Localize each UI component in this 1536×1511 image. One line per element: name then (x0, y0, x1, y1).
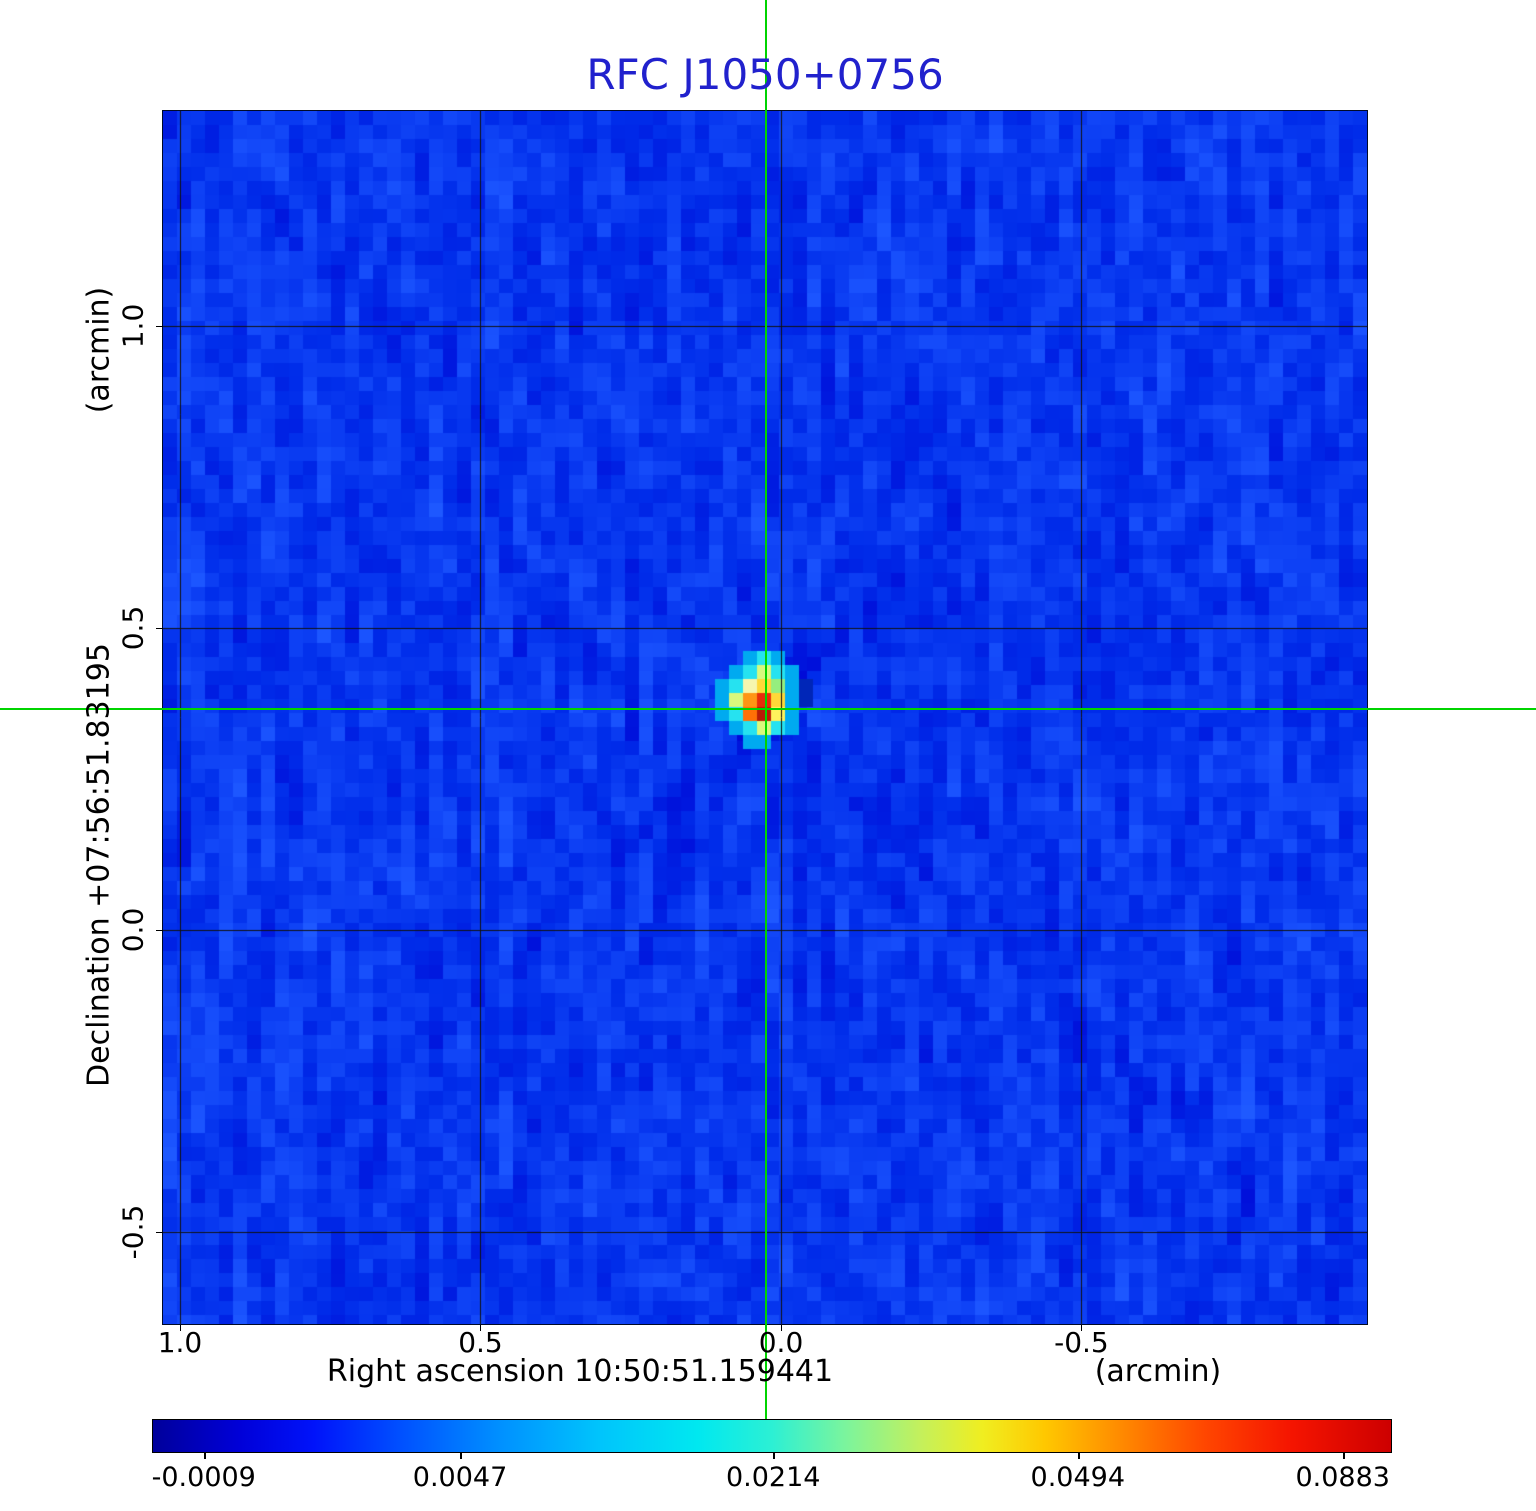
y-tick-label: -0.5 (116, 1204, 150, 1260)
plot-title: RFC J1050+0756 (586, 50, 944, 99)
colorbar-tick-mark (1343, 1453, 1345, 1459)
y-tick-mark (156, 930, 163, 931)
colorbar-tick-mark (773, 1453, 775, 1459)
x-tick-mark (180, 1325, 181, 1331)
x-tick-mark (480, 1325, 481, 1331)
x-tick-mark (781, 1325, 782, 1331)
colorbar-tick-label: 0.0494 (1030, 1462, 1126, 1493)
y-tick-label: 1.0 (116, 303, 150, 349)
colorbar-tick-label: -0.0009 (151, 1462, 256, 1493)
y-tick-mark (156, 628, 163, 629)
colorbar-tick-label: 0.0883 (1295, 1462, 1390, 1493)
y-tick-mark (156, 1232, 163, 1233)
colorbar-tick-label: 0.0214 (725, 1462, 821, 1493)
y-axis-label: Declination +07:56:51.83195 (81, 643, 117, 1087)
x-axis-label: Right ascension 10:50:51.159441 (326, 1354, 834, 1389)
x-tick-label: -0.5 (1054, 1326, 1109, 1359)
y-tick-label: 0.5 (116, 605, 150, 651)
y-tick-label: 0.0 (116, 907, 150, 953)
x-axis-unit: (arcmin) (1094, 1354, 1222, 1389)
x-tick-mark (1081, 1325, 1082, 1331)
colorbar-tick-mark (460, 1453, 462, 1459)
colorbar-tick-mark (1078, 1453, 1080, 1459)
colorbar-tick-label: 0.0047 (412, 1462, 508, 1493)
colorbar (152, 1419, 1392, 1453)
colorbar-tick-mark (204, 1453, 206, 1459)
y-axis-unit: (arcmin) (81, 286, 117, 414)
x-tick-label: 1.0 (157, 1326, 203, 1359)
crosshair-horizontal-line (0, 708, 1536, 710)
x-tick-label: 0.0 (758, 1326, 804, 1359)
y-tick-mark (156, 326, 163, 327)
x-tick-label: 0.5 (458, 1326, 503, 1359)
